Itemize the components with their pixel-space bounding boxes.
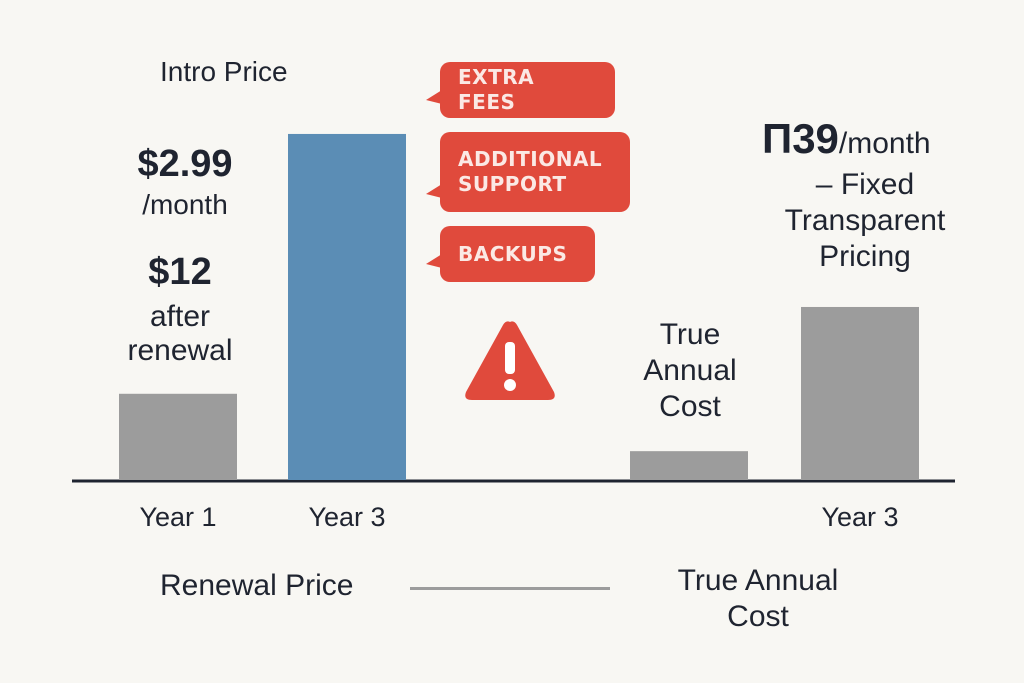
true-annual-cost-mid-3: Cost [659, 390, 721, 423]
true-annual-cost-mid-2: Annual [643, 354, 737, 387]
intro-price-unit: /month [142, 189, 228, 220]
fixed-note-1: – Fixed [815, 168, 915, 201]
additional-support-line2: SUPPORT [458, 172, 567, 196]
bar-2 [288, 133, 406, 480]
legend-true-annual-2: Cost [727, 600, 789, 633]
intro-price-label: Intro Price [160, 56, 288, 87]
bar-4 [801, 306, 919, 480]
renewal-note-after: after [149, 300, 211, 333]
renewal-note-renewal: renewal [127, 334, 233, 367]
x-tick-label-2: Year 3 [308, 502, 385, 532]
extra-fees-callout: EXTRA FEES [426, 62, 615, 118]
bar-1 [119, 393, 237, 480]
legend-divider-line [410, 587, 610, 590]
true-annual-cost-mid-1: True [659, 318, 721, 351]
legend-true-annual-1: True Annual [677, 564, 839, 597]
fixed-price-amount: П39 [762, 115, 839, 162]
x-tick-label-1: Year 1 [139, 502, 216, 532]
fixed-note-2: Transparent [784, 204, 946, 237]
x-tick-label-4: Year 3 [821, 502, 898, 532]
warning-triangle-icon [465, 321, 555, 400]
backups-label: BACKUPS [458, 241, 568, 266]
fixed-price-unit: /month [838, 127, 931, 160]
renewal-amount: $12 [148, 251, 212, 293]
legend-renewal-price: Renewal Price [160, 569, 354, 602]
intro-price-amount: $2.99 [137, 143, 233, 185]
bar-3 [630, 451, 748, 480]
fixed-note-3: Pricing [819, 240, 911, 273]
additional-support-callout: ADDITIONAL SUPPORT [426, 132, 630, 212]
additional-support-line1: ADDITIONAL [458, 147, 603, 171]
extra-fees-label: EXTRA FEES [458, 65, 535, 114]
backups-callout: BACKUPS [426, 226, 595, 282]
fixed-price-line: П39/month [762, 115, 931, 162]
